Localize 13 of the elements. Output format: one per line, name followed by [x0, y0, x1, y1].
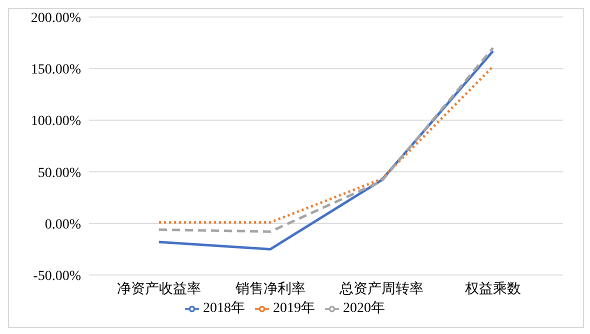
y-tick-label: -50.00% — [33, 268, 82, 284]
x-tick-label: 权益乘数 — [464, 280, 521, 297]
y-tick-label: 100.00% — [30, 114, 82, 130]
x-tick-label: 销售净利率 — [234, 280, 306, 297]
y-tick-label: 50.00% — [38, 166, 82, 181]
x-tick-label: 净资产收益率 — [117, 280, 201, 297]
legend-label: 2018年 — [203, 301, 245, 316]
legend-label: 2019年 — [273, 301, 315, 316]
y-tick-label: 200.00% — [30, 10, 82, 26]
y-tick-label: 0.00% — [44, 217, 82, 232]
legend-label: 2020年 — [343, 301, 385, 316]
x-tick-label: 总资产周转率 — [338, 280, 424, 297]
y-tick-label: 150.00% — [30, 62, 82, 78]
